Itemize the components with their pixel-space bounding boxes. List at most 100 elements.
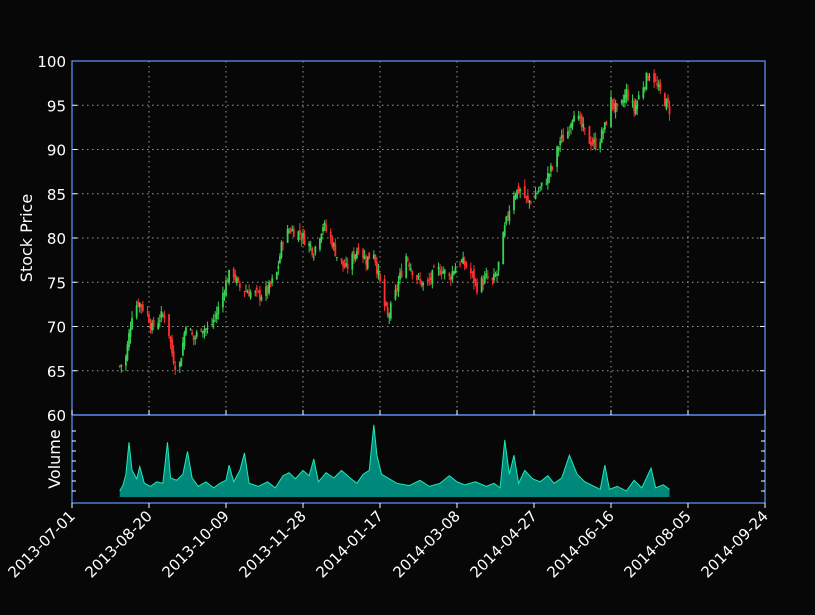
candle-body (195, 331, 198, 337)
candle-body (363, 255, 366, 259)
candle-body (530, 201, 532, 203)
candle-body (431, 270, 434, 284)
candle-body (161, 314, 164, 316)
candle-body (140, 304, 143, 308)
candle-body (571, 120, 574, 127)
candle-body (308, 243, 311, 246)
candle-body (559, 140, 562, 146)
candle-body (583, 127, 586, 129)
candle-body (292, 228, 295, 237)
candle-body (508, 210, 511, 222)
candle-body (331, 238, 334, 248)
candle-body (215, 313, 218, 319)
candle-body (291, 228, 294, 232)
candle-body (248, 290, 250, 297)
candle-body (443, 269, 446, 274)
candle-body (346, 264, 349, 269)
candle-body (206, 328, 209, 330)
candle-body (309, 245, 312, 247)
candle-body (536, 193, 538, 195)
candle-body (131, 317, 133, 329)
volume-y-ticks (72, 430, 765, 492)
candle-body (460, 260, 463, 262)
candle-body (169, 336, 172, 343)
candle-body (228, 269, 230, 283)
candle-body (246, 292, 249, 294)
candle-body (342, 260, 344, 267)
candle-body (419, 278, 421, 281)
candle-body (668, 105, 671, 115)
candle-body (232, 268, 235, 278)
candle-body (428, 279, 431, 281)
candle-body (526, 195, 529, 201)
candle-body (664, 93, 666, 107)
candle-body (389, 303, 392, 319)
price-y-axis-label: Stock Price (17, 194, 36, 282)
candle-body (631, 101, 634, 103)
candle-body (505, 216, 508, 224)
candle-body (280, 242, 283, 258)
candle-body (459, 263, 461, 265)
price-y-tick-label: 60 (47, 407, 66, 425)
candle-body (603, 122, 606, 130)
candle-body (234, 274, 237, 281)
candle-body (137, 301, 140, 306)
candle-body (374, 254, 377, 263)
candle-body (354, 254, 357, 259)
candle-body (426, 279, 429, 282)
candle-body (602, 131, 605, 134)
candle-body (657, 84, 660, 88)
candle-body (152, 319, 155, 327)
candle-body (437, 267, 440, 270)
candle-body (200, 328, 203, 332)
candle-body (185, 327, 187, 334)
candle-body (634, 105, 637, 114)
candle-body (648, 76, 651, 78)
candle-body (653, 73, 656, 83)
price-y-tick-label: 80 (47, 230, 66, 248)
candle-body (616, 103, 619, 106)
candle-body (286, 228, 289, 243)
price-y-ticks: 60 65 70 75 80 85 90 95 100 (37, 53, 765, 425)
candle-body (269, 281, 272, 285)
candle-body (647, 75, 649, 81)
candle-body (417, 275, 420, 277)
candle-body (126, 344, 129, 360)
candle-body (180, 358, 183, 367)
candle-body (625, 89, 628, 98)
candle-body (322, 227, 324, 232)
candle-body (593, 139, 595, 143)
price-y-tick-label: 70 (47, 319, 66, 337)
candle-body (525, 196, 528, 198)
candle-body (249, 291, 252, 299)
candle-body (340, 258, 343, 261)
candle-body (416, 275, 418, 280)
candle-body (642, 87, 645, 98)
candle-body (388, 314, 391, 318)
candle-body (148, 314, 150, 323)
candle-body (332, 243, 335, 246)
price-grid (72, 61, 765, 415)
candle-body (620, 100, 623, 104)
candle-body (614, 103, 617, 113)
candle-body (429, 277, 432, 280)
candle-body (623, 94, 626, 103)
candle-body (275, 272, 278, 280)
candle-body (271, 278, 274, 283)
candle-body (168, 314, 170, 337)
candle-body (223, 293, 226, 295)
candle-body (171, 339, 173, 354)
candle-body (311, 247, 314, 256)
candle-body (610, 96, 612, 128)
volume-panel-frame (71, 414, 766, 504)
candle-body (519, 189, 522, 192)
candle-body (611, 99, 614, 107)
candle-body (376, 261, 378, 274)
candle-body (451, 271, 454, 280)
candle-body (303, 234, 306, 245)
candle-body (174, 365, 177, 371)
candle-body (222, 292, 224, 308)
candle-body (633, 100, 635, 111)
candle-body (493, 274, 495, 281)
volume-area-line (119, 424, 670, 492)
